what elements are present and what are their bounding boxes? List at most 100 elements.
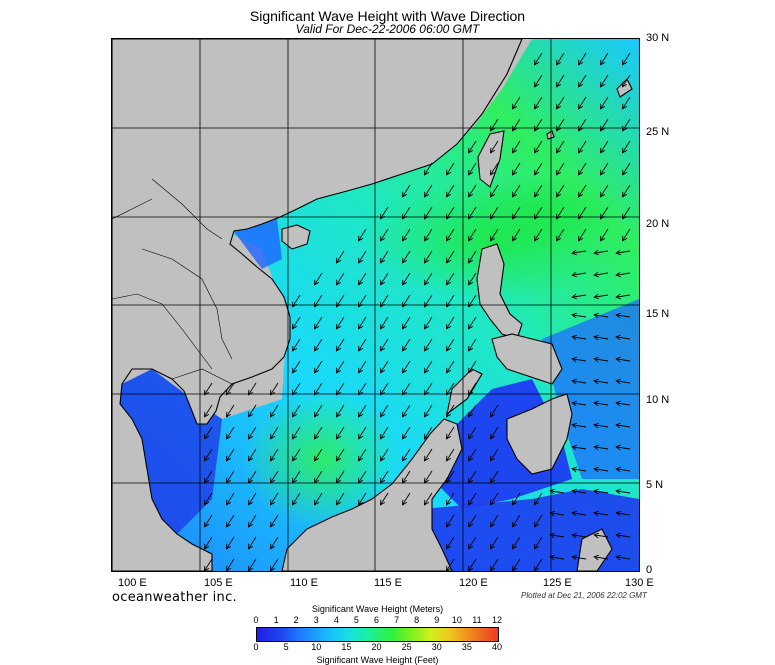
wave-arrow: [292, 316, 301, 330]
wave-arrow-head: [291, 477, 298, 484]
wave-arrow-head: [467, 345, 474, 352]
wave-arrow-head: [225, 389, 232, 396]
wave-arrow-head: [571, 249, 578, 256]
lon-label-105e: 105 E: [204, 577, 233, 589]
wave-arrow-head: [313, 345, 320, 352]
wave-arrow: [204, 404, 213, 418]
wave-arrow-head: [445, 191, 452, 198]
wave-arrow: [314, 294, 323, 308]
wave-arrow: [616, 250, 631, 254]
wave-arrow-head: [489, 433, 496, 440]
wave-arrow-head: [577, 59, 584, 66]
wave-arrow: [358, 316, 367, 330]
wave-height-map[interactable]: [111, 38, 640, 572]
colorbar-meters-tick: 7: [394, 615, 400, 625]
wave-arrow: [600, 52, 609, 66]
wave-arrow-head: [291, 301, 298, 308]
wave-arrow-head: [468, 565, 474, 571]
wave-arrow-head: [555, 147, 562, 154]
wave-arrow-head: [401, 455, 408, 462]
wave-arrow-head: [226, 565, 232, 571]
wave-arrow: [534, 228, 543, 242]
wave-arrow: [358, 492, 367, 506]
wave-arrow-head: [357, 367, 364, 374]
wave-arrow: [292, 360, 301, 374]
wave-arrow: [490, 184, 499, 198]
wave-arrow: [512, 228, 521, 242]
wave-arrow: [270, 558, 279, 571]
wave-arrow-head: [203, 477, 210, 484]
wave-arrow: [468, 206, 477, 220]
map-title: Significant Wave Height with Wave Direct…: [249, 8, 526, 24]
wave-arrow-head: [269, 411, 276, 418]
wave-arrow: [358, 470, 367, 484]
wave-arrow-head: [335, 279, 342, 286]
wave-arrow: [358, 360, 367, 374]
wave-arrow: [490, 492, 499, 506]
wave-arrow: [578, 74, 587, 88]
wave-arrow: [336, 404, 345, 418]
wave-arrow-head: [335, 455, 342, 462]
wave-arrow-head: [225, 411, 232, 418]
wave-arrow: [468, 514, 477, 528]
wave-arrow-head: [615, 488, 622, 495]
wave-arrow-head: [357, 323, 364, 330]
wave-arrow-head: [335, 301, 342, 308]
wave-arrow: [534, 206, 543, 220]
wave-arrow: [248, 514, 257, 528]
wave-arrow-head: [511, 125, 518, 132]
wave-arrow-head: [401, 301, 408, 308]
wave-arrow-head: [489, 147, 496, 154]
wave-arrow-head: [555, 81, 562, 88]
colorbar-feet-tick: 35: [461, 642, 472, 652]
wave-arrow: [512, 514, 521, 528]
wave-arrow: [314, 382, 323, 396]
wave-arrow-head: [577, 191, 584, 198]
wave-arrow: [594, 358, 609, 362]
wave-arrow: [270, 426, 279, 440]
wave-arrow: [314, 404, 323, 418]
wave-arrow: [358, 426, 367, 440]
wave-arrow-head: [615, 271, 622, 278]
wave-arrow-head: [533, 103, 540, 110]
wave-arrow-head: [615, 466, 622, 473]
colorbar-feet-tick: 0: [253, 642, 259, 652]
wave-arrow: [424, 294, 433, 308]
wave-arrow: [490, 140, 499, 154]
wave-arrow: [270, 404, 279, 418]
wave-arrow-head: [593, 249, 600, 256]
wave-arrow: [424, 184, 433, 198]
wave-arrow-head: [511, 169, 518, 176]
wave-arrow: [314, 338, 323, 352]
wave-arrow: [534, 96, 543, 110]
wave-arrow: [314, 360, 323, 374]
wave-arrow: [446, 250, 455, 264]
wave-arrow-head: [357, 455, 364, 462]
wave-arrow-head: [489, 477, 496, 484]
wave-arrow: [622, 184, 631, 198]
wave-arrow: [594, 294, 609, 298]
wave-arrow-head: [555, 125, 562, 132]
wave-arrow-head: [379, 477, 386, 484]
wave-arrow: [556, 96, 565, 110]
wave-arrow-head: [489, 235, 496, 242]
wave-arrow: [534, 184, 543, 198]
wave-arrow: [600, 206, 609, 220]
wave-arrow-head: [511, 499, 518, 506]
wave-arrow-head: [313, 367, 320, 374]
wave-arrow: [556, 206, 565, 220]
wave-arrow-head: [467, 389, 474, 396]
wave-arrow: [446, 272, 455, 286]
wave-arrow: [594, 534, 609, 538]
wave-arrow: [490, 162, 499, 176]
wave-arrow-head: [401, 433, 408, 440]
wave-arrow-head: [593, 554, 600, 561]
wave-arrow: [468, 448, 477, 462]
wave-arrow-head: [335, 477, 342, 484]
wave-arrow: [336, 316, 345, 330]
colorbar-meters-tick: 9: [434, 615, 440, 625]
wave-arrow-head: [423, 279, 430, 286]
wave-arrow: [248, 382, 257, 396]
wave-arrow: [550, 534, 565, 538]
wave-arrow-head: [615, 422, 622, 429]
